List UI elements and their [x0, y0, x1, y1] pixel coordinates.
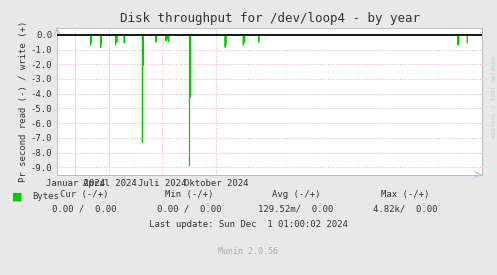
Text: Min (-/+): Min (-/+) — [165, 190, 213, 199]
Text: 0.00 /  0.00: 0.00 / 0.00 — [157, 205, 221, 214]
Text: Bytes: Bytes — [32, 192, 59, 201]
Y-axis label: Pr second read (-) / write (+): Pr second read (-) / write (+) — [19, 20, 28, 182]
Text: Last update: Sun Dec  1 01:00:02 2024: Last update: Sun Dec 1 01:00:02 2024 — [149, 220, 348, 229]
Text: Avg (-/+): Avg (-/+) — [271, 190, 320, 199]
Text: 0.00 /  0.00: 0.00 / 0.00 — [52, 205, 117, 214]
Text: 129.52m/  0.00: 129.52m/ 0.00 — [258, 205, 333, 214]
Text: Cur (-/+): Cur (-/+) — [60, 190, 109, 199]
Text: 4.82k/  0.00: 4.82k/ 0.00 — [373, 205, 437, 214]
Text: RRDTOOL / TOBI OETIKER: RRDTOOL / TOBI OETIKER — [491, 55, 496, 138]
Title: Disk throughput for /dev/loop4 - by year: Disk throughput for /dev/loop4 - by year — [120, 12, 419, 25]
Text: Max (-/+): Max (-/+) — [381, 190, 429, 199]
Text: ■: ■ — [12, 192, 23, 202]
Text: Munin 2.0.56: Munin 2.0.56 — [219, 248, 278, 256]
